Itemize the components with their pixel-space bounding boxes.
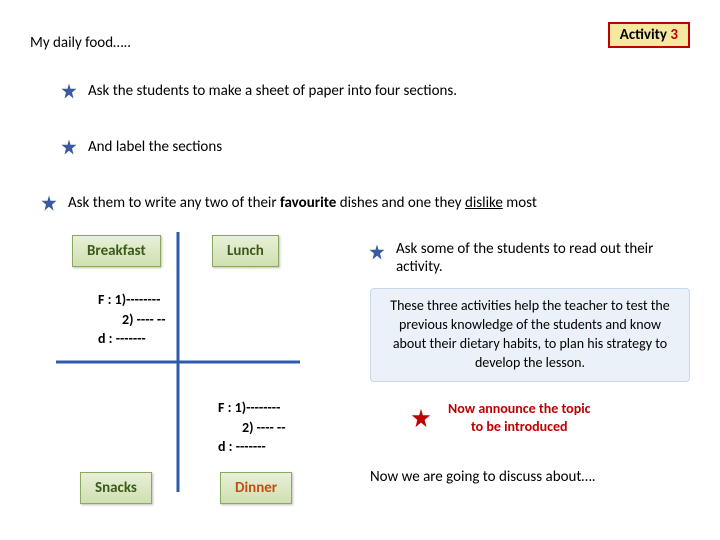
bullet-3: Ask them to write any two of their favou… — [40, 194, 537, 212]
bullet-2-text: And label the sections — [88, 138, 222, 156]
fb1-l2: 2) ---- -- — [98, 310, 166, 330]
bullet-4: Ask some of the students to read out the… — [368, 240, 688, 276]
fb2-l2: 2) ---- -- — [218, 418, 286, 438]
activity-label: Activity — [620, 26, 667, 44]
b3-fav: favourite — [280, 194, 336, 212]
fb2-l1: F : 1)-------- — [218, 398, 286, 418]
fb1-l3: d : ------- — [98, 329, 166, 349]
activity-badge: Activity 3 — [608, 22, 690, 48]
page-title: My daily food….. — [30, 34, 131, 52]
fill-block-1: F : 1)-------- 2) ---- -- d : ------- — [98, 290, 166, 349]
activity-number: 3 — [670, 26, 678, 44]
meal-dinner: Dinner — [220, 472, 292, 504]
info-box: These three activities help the teacher … — [370, 288, 690, 382]
star-icon — [40, 194, 58, 212]
b3-pre: Ask them to write any two of their — [68, 194, 280, 212]
fb1-l1: F : 1)-------- — [98, 290, 166, 310]
meal-snacks: Snacks — [80, 472, 152, 504]
bullet-2: And label the sections — [60, 138, 222, 156]
fill-block-2: F : 1)-------- 2) ---- -- d : ------- — [218, 398, 286, 457]
announce-l2: to be introduced — [448, 418, 591, 436]
star-icon — [60, 138, 78, 156]
announce-row: Now announce the topic to be introduced — [410, 400, 591, 436]
discuss-text: Now we are going to discuss about…. — [370, 468, 596, 486]
grid-horizontal-line — [56, 361, 300, 364]
announce-text: Now announce the topic to be introduced — [448, 400, 591, 436]
star-icon — [368, 243, 386, 261]
b3-dislike: dislike — [465, 194, 503, 212]
announce-l1: Now announce the topic — [448, 400, 591, 418]
b3-mid: dishes and one they — [336, 194, 465, 212]
meal-breakfast: Breakfast — [72, 235, 161, 267]
bullet-1: Ask the students to make a sheet of pape… — [60, 82, 457, 100]
star-icon — [410, 407, 432, 429]
bullet-4-text: Ask some of the students to read out the… — [396, 240, 688, 276]
b3-post: most — [503, 194, 537, 212]
star-icon — [60, 82, 78, 100]
bullet-3-text: Ask them to write any two of their favou… — [68, 194, 537, 212]
meal-lunch: Lunch — [212, 235, 279, 267]
fb2-l3: d : ------- — [218, 437, 286, 457]
bullet-1-text: Ask the students to make a sheet of pape… — [88, 82, 457, 100]
